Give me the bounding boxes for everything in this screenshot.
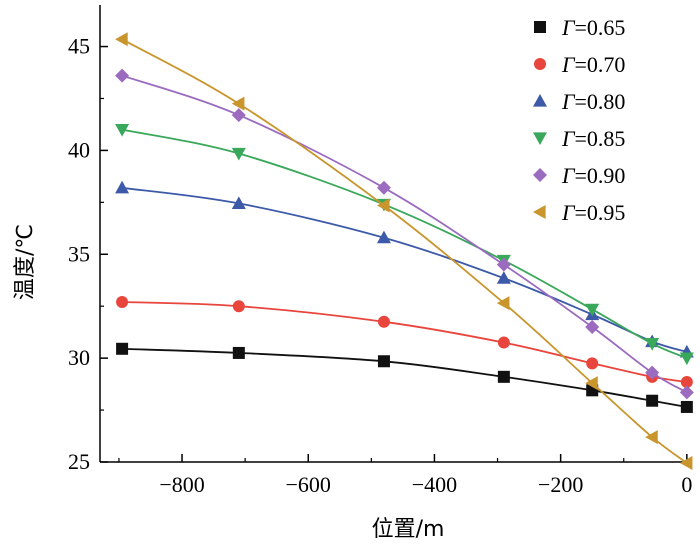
data-point: [116, 342, 129, 355]
x-tick-label: −600: [286, 472, 331, 497]
series-line: [122, 347, 687, 408]
data-point: [232, 346, 245, 359]
data-point: [377, 355, 390, 368]
data-point: [115, 180, 130, 194]
data-point: [231, 108, 246, 123]
data-point: [645, 365, 660, 380]
data-point: [376, 230, 391, 244]
legend-marker: [533, 168, 547, 182]
legend-gamma-value: =0.95: [575, 200, 626, 225]
data-point: [376, 180, 391, 195]
legend-gamma-value: =0.80: [575, 89, 626, 114]
series-0: [116, 342, 693, 413]
data-point: [116, 296, 129, 309]
data-point: [585, 303, 600, 317]
data-point: [231, 96, 245, 111]
legend-label: Γ=0.65: [561, 15, 625, 40]
series-4: [115, 68, 694, 400]
legend-gamma-symbol: Γ: [561, 15, 576, 40]
legend-marker: [534, 21, 546, 33]
legend-gamma-symbol: Γ: [561, 126, 576, 151]
data-point: [497, 336, 510, 349]
legend-gamma-value: =0.65: [575, 15, 626, 40]
legend-gamma-value: =0.70: [575, 52, 626, 77]
data-point: [646, 394, 659, 407]
legend-label: Γ=0.95: [561, 200, 625, 225]
x-tick-label: −800: [159, 472, 204, 497]
data-point: [585, 376, 598, 391]
data-point: [376, 198, 390, 213]
data-point: [585, 319, 600, 334]
legend-gamma-symbol: Γ: [561, 163, 576, 188]
y-tick-label: 35: [68, 241, 90, 266]
data-point: [115, 68, 130, 83]
data-point: [645, 430, 658, 445]
series-layer: [115, 32, 694, 471]
data-point: [232, 300, 245, 313]
data-point: [680, 400, 693, 413]
data-point: [497, 370, 510, 383]
y-axis-label: 温度/℃: [13, 224, 38, 300]
data-point: [679, 352, 694, 366]
legend-marker: [534, 58, 546, 70]
data-point: [679, 456, 693, 471]
data-point: [496, 296, 510, 311]
legend-item: Γ=0.70: [534, 52, 625, 77]
y-tick-label: 45: [68, 34, 90, 59]
data-point: [496, 257, 511, 272]
legend-item: Γ=0.95: [533, 200, 625, 225]
series-1: [116, 296, 693, 389]
legend-gamma-symbol: Γ: [561, 200, 576, 225]
y-tick-label: 30: [68, 345, 90, 370]
legend-gamma-value: =0.90: [575, 163, 626, 188]
legend-label: Γ=0.90: [561, 163, 625, 188]
data-point: [680, 376, 693, 389]
legend-marker: [533, 132, 547, 145]
legend-label: Γ=0.80: [561, 89, 625, 114]
x-tick-label: −400: [412, 472, 457, 497]
legend-gamma-symbol: Γ: [561, 52, 576, 77]
legend-gamma-symbol: Γ: [561, 89, 576, 114]
legend-item: Γ=0.85: [533, 126, 625, 151]
axes: 25 30 35 40 45 −800 −600 −400 −200 0: [68, 5, 692, 497]
legend-gamma-value: =0.85: [575, 126, 626, 151]
y-tick-label: 40: [68, 137, 90, 162]
data-point: [115, 124, 130, 137]
legend-item: Γ=0.65: [534, 15, 625, 40]
legend-item: Γ=0.80: [533, 89, 625, 114]
data-point: [115, 32, 128, 47]
data-point: [679, 385, 694, 400]
series-5: [115, 32, 693, 471]
data-point: [231, 196, 246, 209]
data-point: [645, 337, 660, 351]
legend-item: Γ=0.90: [533, 163, 625, 188]
data-point: [496, 271, 511, 284]
legend-marker: [533, 94, 547, 107]
series-line: [121, 74, 688, 394]
legend-label: Γ=0.85: [561, 126, 625, 151]
x-axis-label: 位置/m: [372, 517, 445, 542]
y-tick-label: 25: [68, 449, 90, 474]
data-point: [586, 357, 599, 370]
legend-marker: [533, 205, 546, 219]
legend-label: Γ=0.70: [561, 52, 625, 77]
data-point: [231, 147, 246, 161]
legend: Γ=0.65Γ=0.70Γ=0.80Γ=0.85Γ=0.90Γ=0.95: [533, 15, 625, 225]
data-point: [377, 315, 390, 328]
x-tick-label: −200: [538, 472, 583, 497]
x-tick-label: 0: [681, 472, 692, 497]
